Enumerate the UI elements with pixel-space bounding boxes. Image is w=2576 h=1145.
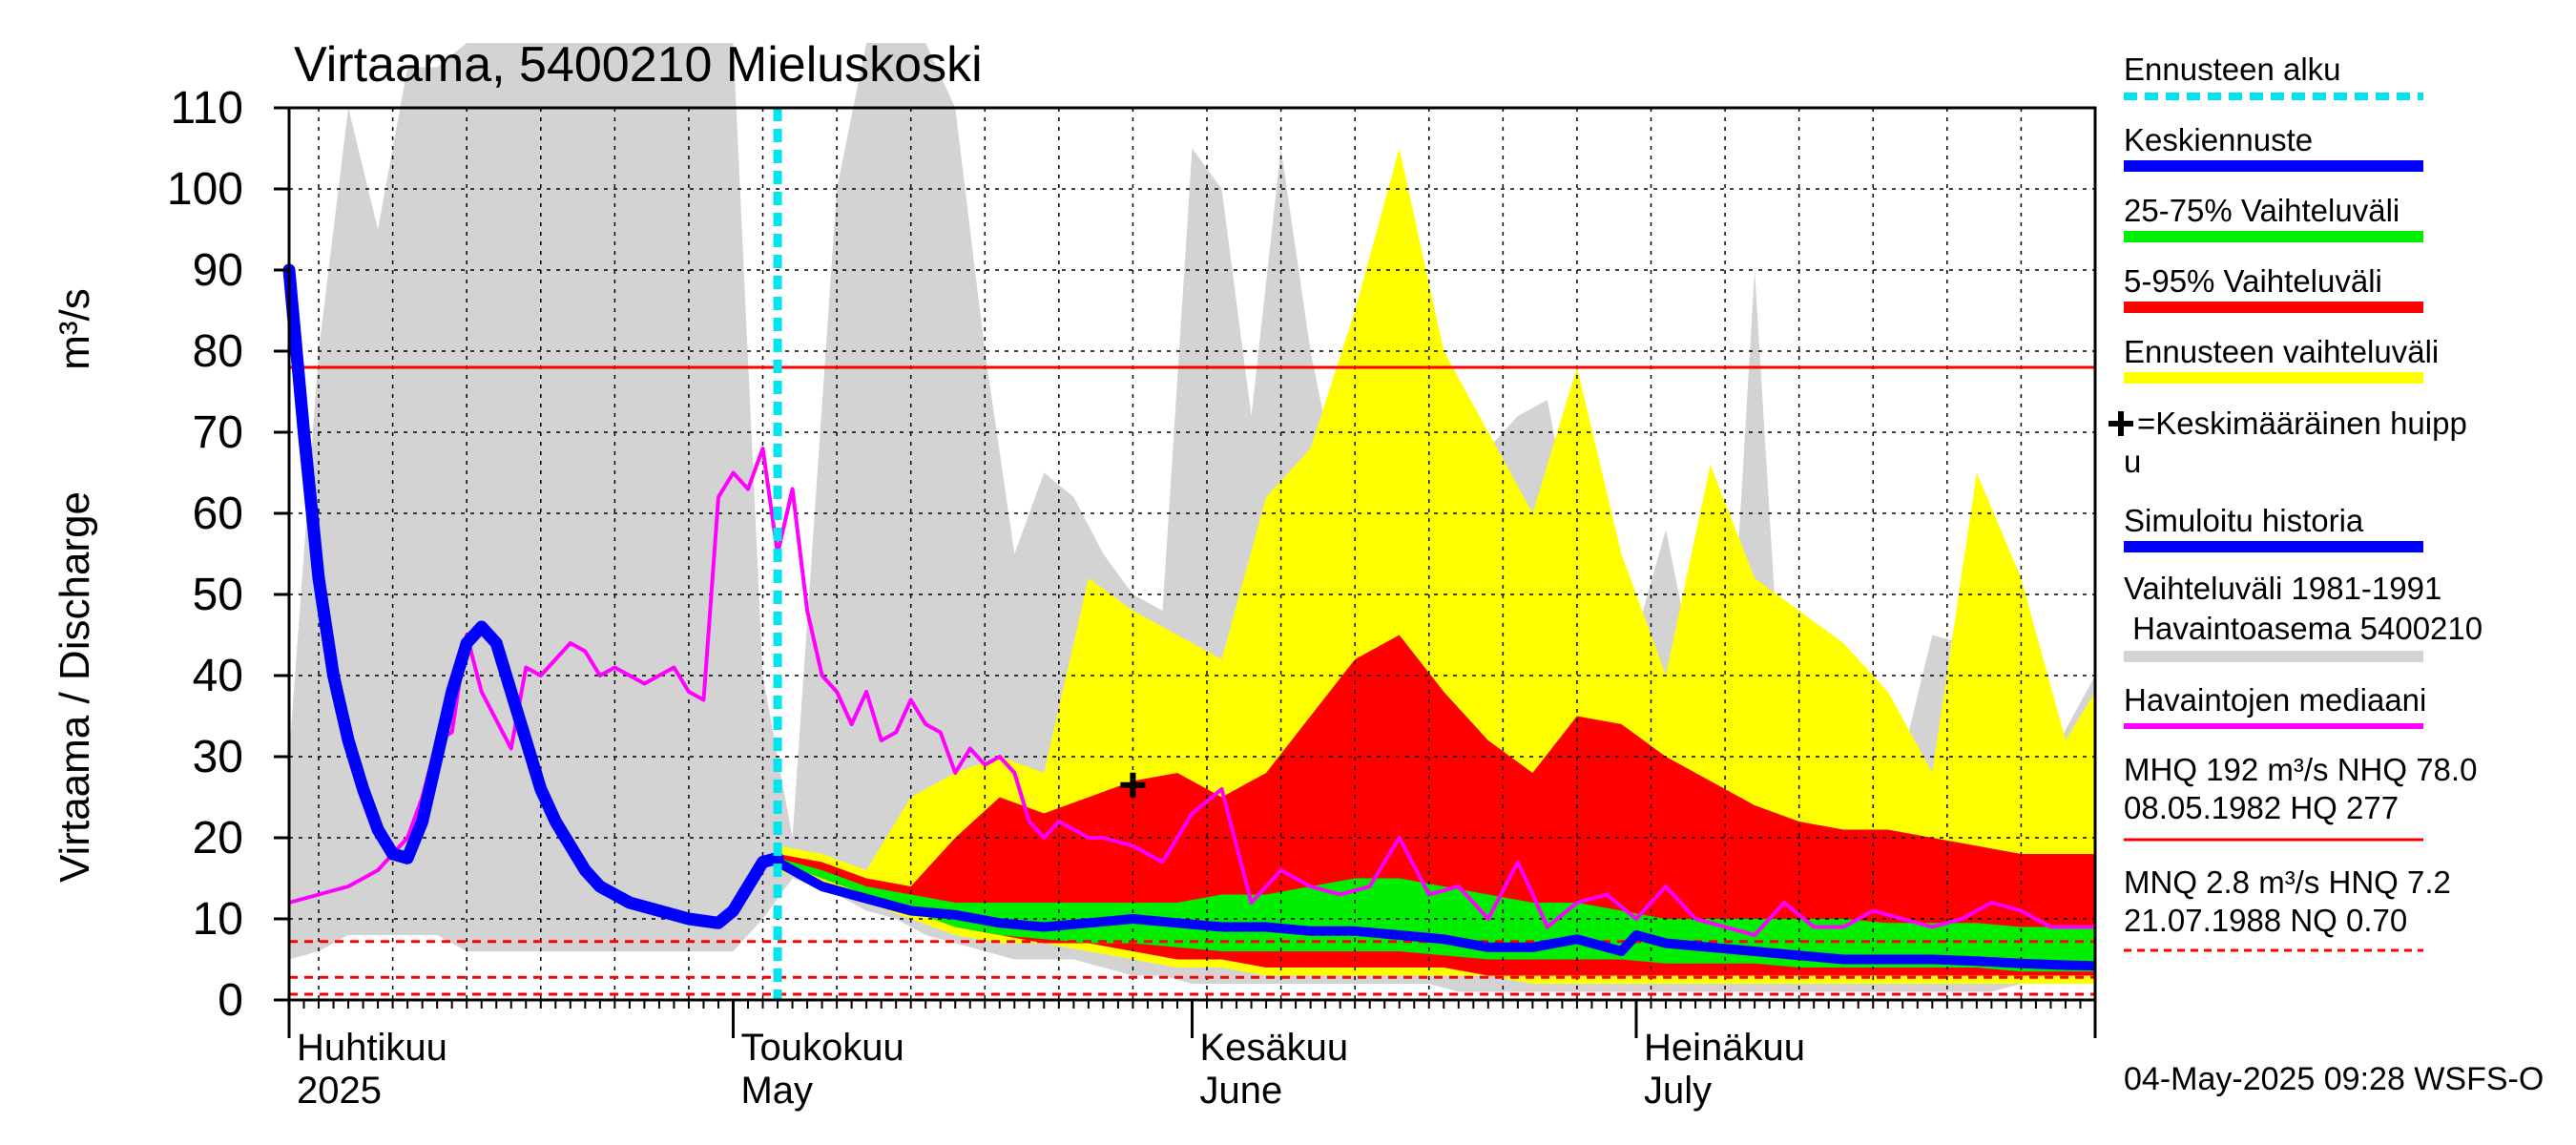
legend-stats-high-2: 08.05.1982 HQ 277 [2124,790,2399,825]
legend-mean-peak-label-wrap: u [2124,444,2141,479]
y-tick-label: 20 [193,813,243,864]
y-axis-unit: m³/s [52,288,98,370]
y-tick-label: 60 [193,489,243,539]
y-tick-label: 70 [193,407,243,458]
legend-history-range-label-1: Vaihteluväli 1981-1991 [2124,571,2441,606]
forecast-range-area [778,148,2095,984]
series-lines-layer [282,108,2096,1000]
x-month-label: Toukokuu [740,1027,904,1069]
y-axis: 0 10 20 30 40 50 60 70 80 90 100 110 [167,83,289,1026]
legend-p5-95-label: 5-95% Vaihteluväli [2124,263,2382,299]
legend-stats-high-1: MHQ 192 m³/s NHQ 78.0 [2124,752,2477,787]
legend: Ennusteen alku Keskiennuste 25-75% Vaiht… [2109,52,2483,952]
y-tick-label: 30 [193,732,243,782]
p25-75-range-area [778,858,2095,972]
legend-forecast-range-label: Ennusteen vaihteluväli [2124,334,2439,369]
forecast-range-layer [778,148,2095,984]
y-tick-label: 0 [218,975,243,1026]
legend-history-range-label-2: Havaintoasema 5400210 [2124,611,2483,646]
legend-stats-low-2: 21.07.1988 NQ 0.70 [2124,903,2407,938]
x-month-label: Heinäkuu [1644,1027,1805,1069]
y-tick-label: 40 [193,651,243,701]
x-month-sublabel: July [1644,1070,1712,1112]
x-month-label: Huhtikuu [297,1027,447,1069]
legend-mean-forecast-label: Keskiennuste [2124,122,2313,157]
legend-simulated-history-label: Simuloitu historia [2124,503,2364,538]
y-axis-label: Virtaama / Discharge [52,491,98,883]
p5-95-range-area [778,635,2095,976]
y-tick-label: 110 [170,83,243,134]
x-month-sublabel: June [1200,1070,1283,1112]
y-tick-label: 10 [193,894,243,945]
mean-forecast-line [775,858,2096,971]
legend-median-label: Havaintojen mediaani [2124,682,2426,718]
legend-mean-peak-icon [2109,411,2133,436]
median-line [288,447,2095,937]
legend-stats-low-1: MNQ 2.8 m³/s HNQ 7.2 [2124,864,2451,900]
x-month-sublabel: May [740,1070,813,1112]
legend-p25-75-label: 25-75% Vaihteluväli [2124,193,2399,228]
y-tick-label: 90 [193,245,243,296]
x-month-label: Kesäkuu [1200,1027,1349,1069]
y-tick-label: 80 [193,326,243,377]
reference-lines-layer [289,365,2095,996]
footer-timestamp: 04-May-2025 09:28 WSFS-O [2124,1061,2544,1097]
legend-mean-peak-label: =Keskimääräinen huipp [2137,406,2467,441]
simulated-history-line [282,263,784,929]
y-tick-label: 50 [193,570,243,620]
legend-forecast-start-label: Ennusteen alku [2124,52,2341,87]
chart-title: Virtaama, 5400210 Mieluskoski [294,37,983,93]
y-tick-label: 100 [167,164,243,215]
x-month-sublabel: 2025 [297,1070,382,1112]
